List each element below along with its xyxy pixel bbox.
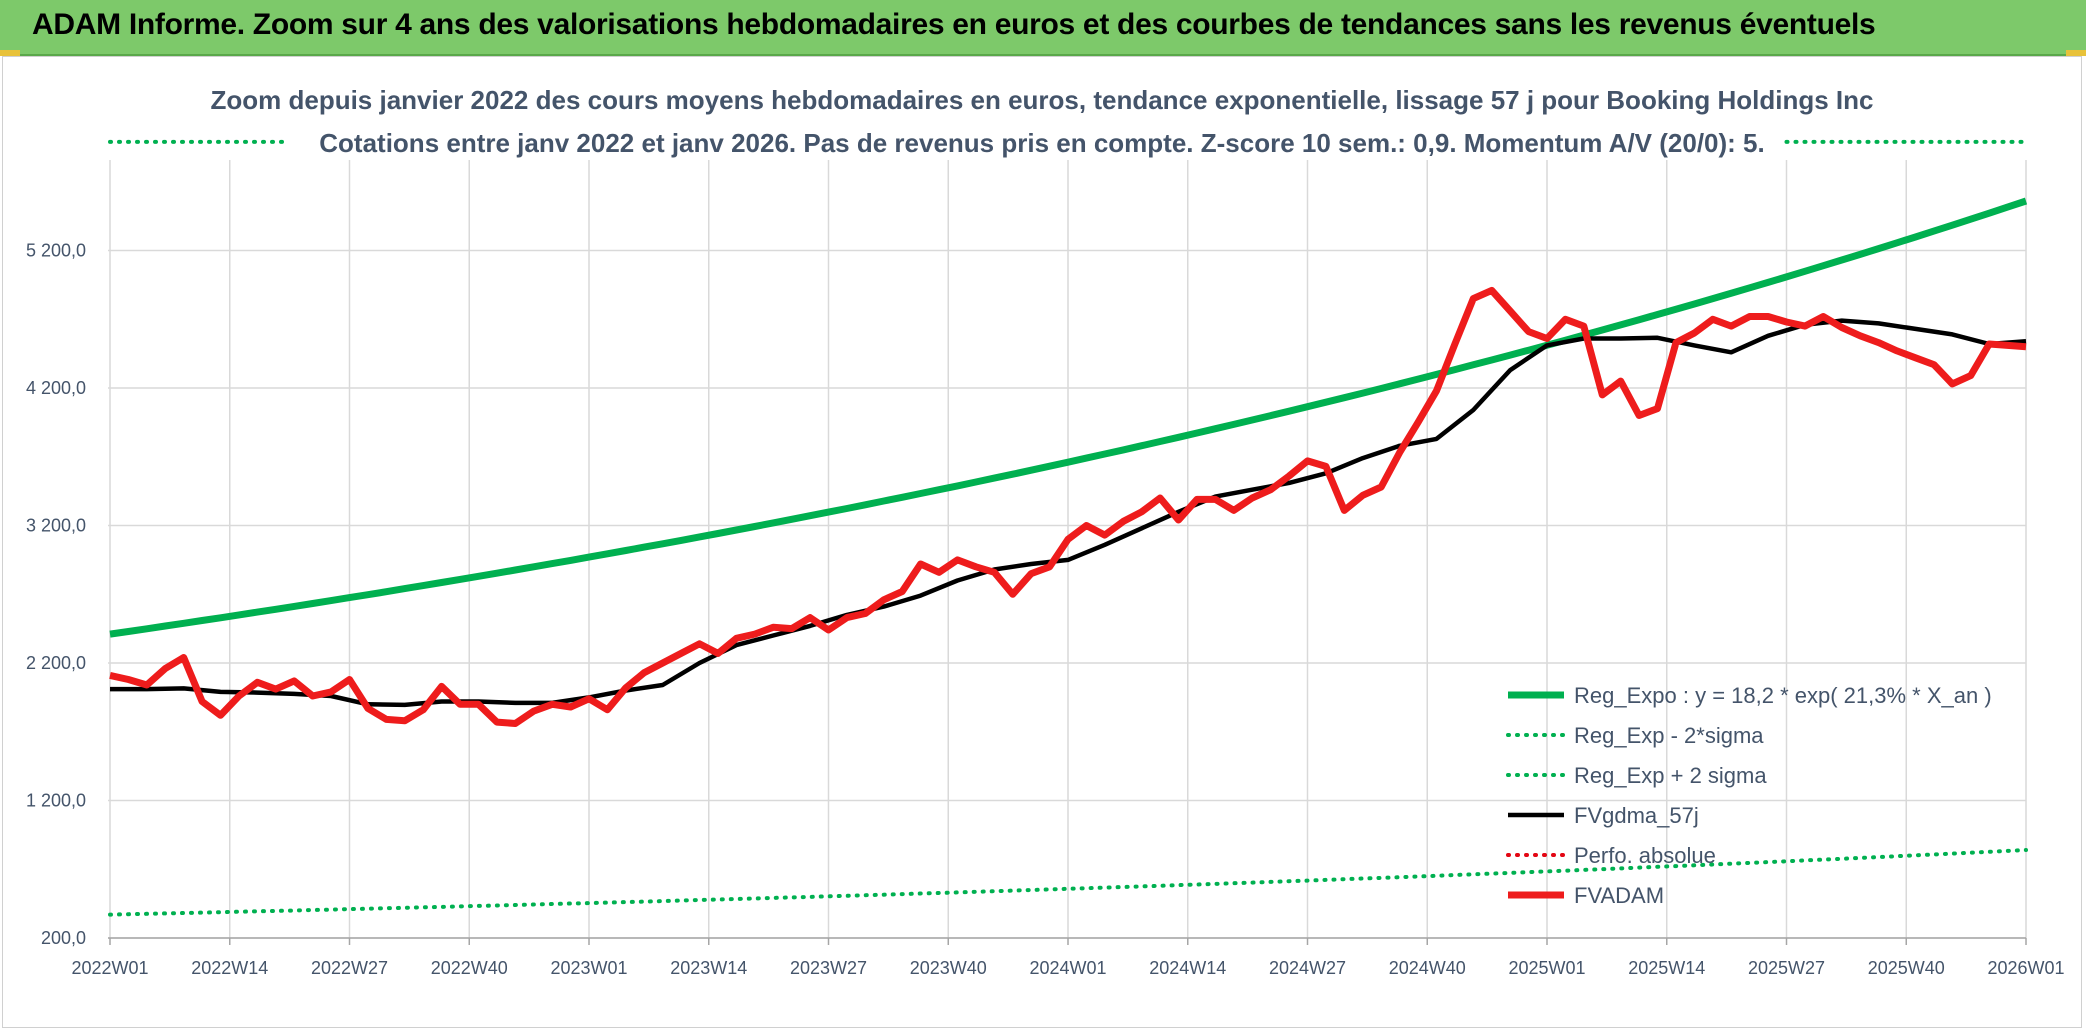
x-tick-label: 2022W14	[191, 958, 268, 978]
x-tick-label: 2023W14	[670, 958, 747, 978]
series-line	[109, 197, 2028, 638]
report-banner: ADAM Informe. Zoom sur 4 ans des valoris…	[0, 0, 2086, 56]
y-tick-label: 4 200,0	[26, 378, 86, 398]
legend-item-label: FVgdma_57j	[1574, 803, 1699, 828]
x-tick-label: 2025W01	[1508, 958, 1585, 978]
legend-item-label: Reg_Exp - 2*sigma	[1574, 723, 1764, 748]
report-title: ADAM Informe. Zoom sur 4 ans des valoris…	[32, 8, 1876, 41]
banner-accent-right	[2066, 50, 2086, 56]
x-tick-label: 2022W01	[71, 958, 148, 978]
legend-item-label: FVADAM	[1574, 883, 1664, 908]
chart-subtitle: Cotations entre janv 2022 et janv 2026. …	[319, 128, 1764, 158]
legend-item-label: Reg_Expo : y = 18,2 * exp( 21,3% * X_an …	[1574, 683, 1992, 708]
x-tick-label: 2022W40	[431, 958, 508, 978]
banner-accent-left	[0, 50, 20, 56]
legend-item-label: Reg_Exp + 2 sigma	[1574, 763, 1767, 788]
y-tick-label: 3 200,0	[26, 516, 86, 536]
series-layer	[108, 139, 2028, 917]
x-tick-label: 2023W01	[550, 958, 627, 978]
x-tick-label: 2025W14	[1628, 958, 1705, 978]
x-tick-label: 2024W14	[1149, 958, 1226, 978]
y-tick-label: 5 200,0	[26, 241, 86, 261]
x-tick-label: 2024W27	[1269, 958, 1346, 978]
y-tick-label: 1 200,0	[26, 791, 86, 811]
x-tick-label: 2023W40	[910, 958, 987, 978]
grid	[108, 160, 2027, 945]
y-tick-label: 200,0	[41, 928, 86, 948]
chart-title: Zoom depuis janvier 2022 des cours moyen…	[210, 85, 1873, 115]
legend-item-label: Perfo. absolue	[1574, 843, 1716, 868]
y-axis: 200,0 1 200,0 2 200,0 3 200,0 4 200,0 5 200,0	[26, 241, 86, 949]
series-line	[109, 286, 2027, 727]
x-tick-label: 2025W40	[1868, 958, 1945, 978]
x-tick-label: 2026W01	[1987, 958, 2064, 978]
y-tick-label: 2 200,0	[26, 653, 86, 673]
chart-frame	[2, 56, 2082, 1028]
x-tick-label: 2022W27	[311, 958, 388, 978]
x-tick-label: 2025W27	[1748, 958, 1825, 978]
x-tick-label: 2023W27	[790, 958, 867, 978]
x-tick-label: 2024W01	[1029, 958, 1106, 978]
x-axis: 2022W01 2022W14 2022W27 2022W40 2023W01 2023W…	[71, 958, 2064, 978]
x-tick-label: 2024W40	[1389, 958, 1466, 978]
legend: Reg_Expo : y = 18,2 * exp( 21,3% * X_an …	[1506, 683, 1992, 908]
